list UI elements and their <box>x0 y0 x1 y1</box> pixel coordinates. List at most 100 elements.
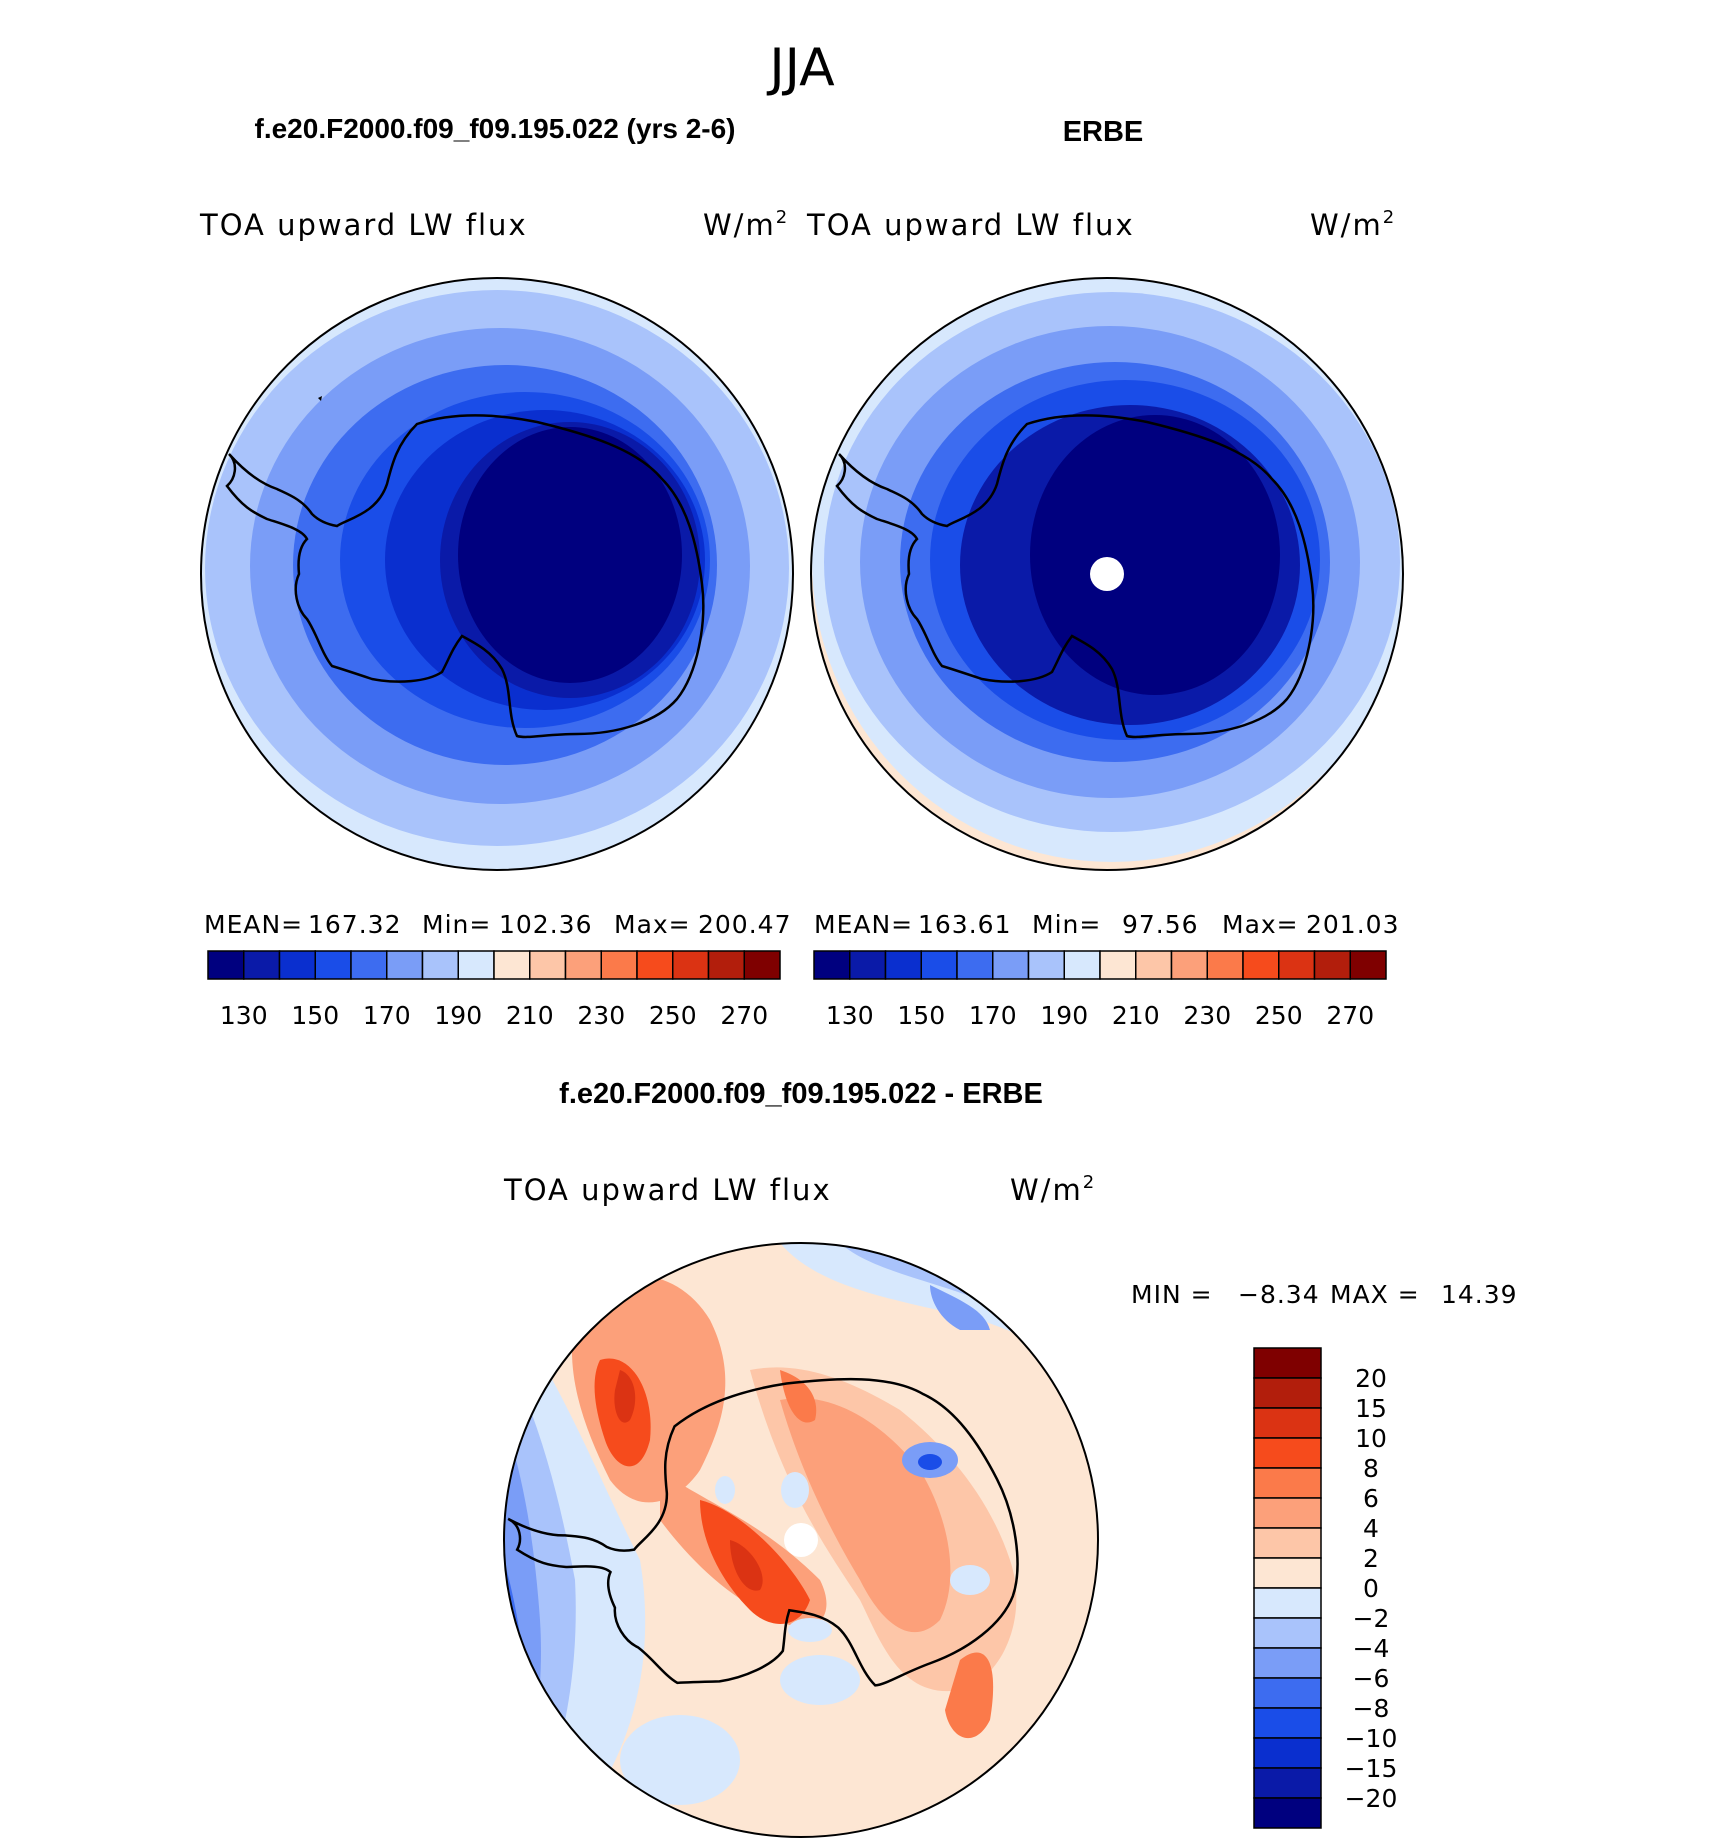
colorbar-swatch <box>1063 950 1101 980</box>
colorbar-tick-label: 250 <box>1255 1001 1303 1030</box>
model-colorbar <box>207 950 781 980</box>
colorbar-swatch <box>920 950 958 980</box>
colorbar-swatch <box>849 950 887 980</box>
colorbar-swatch <box>421 950 459 980</box>
model-min-value: 102.36 <box>499 910 592 939</box>
diff-max-label: MAX = <box>1330 1280 1420 1309</box>
colorbar-swatch <box>1135 950 1173 980</box>
colorbar-swatch <box>636 950 674 980</box>
colorbar-swatch <box>493 950 531 980</box>
obs-units-label: W/m2 <box>1310 207 1396 242</box>
colorbar-tick-label: 190 <box>434 1001 482 1030</box>
colorbar-tick-label: 4 <box>1363 1514 1379 1543</box>
season-title: JJA <box>766 38 835 98</box>
contour-band-15-20 <box>614 1370 636 1423</box>
model-units-label: W/m2 <box>703 207 789 242</box>
colorbar-tick-label: −8 <box>1353 1694 1390 1723</box>
colorbar-swatch <box>529 950 567 980</box>
colorbar-tick-label: 230 <box>577 1001 625 1030</box>
model-min-label: Min= <box>422 910 491 939</box>
colorbar-swatch <box>1253 1407 1322 1439</box>
obs-map-border <box>810 277 1404 871</box>
colorbar-tick-label: −4 <box>1353 1634 1390 1663</box>
colorbar-swatch <box>956 950 994 980</box>
colorbar-tick-label: 270 <box>720 1001 768 1030</box>
contour-band-neg2-0 <box>780 1655 860 1705</box>
model-max-value: 200.47 <box>698 910 791 939</box>
colorbar-tick-label: 170 <box>363 1001 411 1030</box>
colorbar-tick-label: −2 <box>1353 1604 1390 1633</box>
island <box>318 396 322 401</box>
obs-min-label: Min= <box>1032 910 1101 939</box>
colorbar-tick-label: 130 <box>826 1001 874 1030</box>
obs-polar-map <box>811 278 1403 870</box>
colorbar-swatch <box>1170 950 1208 980</box>
pole-hole <box>784 1523 818 1557</box>
model-stats: MEAN= 167.32 Min= 102.36 Max= 200.47 <box>204 910 791 939</box>
colorbar-tick-label: 230 <box>1183 1001 1231 1030</box>
colorbar-tick-label: −10 <box>1345 1724 1398 1753</box>
colorbar-swatch <box>207 950 245 980</box>
colorbar-swatch <box>1253 1617 1322 1649</box>
colorbar-swatch <box>992 950 1030 980</box>
colorbar-tick-label: 150 <box>897 1001 945 1030</box>
diff-min-value: −8.34 <box>1238 1280 1320 1309</box>
colorbar-swatch <box>278 950 316 980</box>
colorbar-swatch <box>1027 950 1065 980</box>
obs-mean-label: MEAN= <box>814 910 913 939</box>
contour-band-neg6-neg4 <box>930 1285 990 1330</box>
colorbar-swatch <box>1313 950 1351 980</box>
colorbar-swatch <box>884 950 922 980</box>
diff-min-label: MIN = <box>1131 1280 1213 1309</box>
colorbar-swatch <box>743 950 781 980</box>
pole-hole <box>1090 557 1124 591</box>
colorbar-swatch <box>1253 1707 1322 1739</box>
colorbar-swatch <box>564 950 602 980</box>
contour-band-neg2-0 <box>950 1565 990 1595</box>
colorbar-tick-label: 210 <box>1112 1001 1160 1030</box>
colorbar-tick-label: 130 <box>220 1001 268 1030</box>
colorbar-swatch <box>1253 1677 1322 1709</box>
colorbar-swatch <box>1253 1767 1322 1799</box>
colorbar-swatch <box>1253 1647 1322 1679</box>
colorbar-swatch <box>1253 1797 1322 1829</box>
model-max-label: Max= <box>614 910 691 939</box>
model-panel-title: f.e20.F2000.f09_f09.195.022 (yrs 2-6) <box>255 113 736 144</box>
model-polar-map <box>201 278 793 870</box>
diff-units-label: W/m2 <box>1010 1172 1096 1207</box>
contour-band-neg2-0 <box>788 1618 832 1642</box>
colorbar-swatch <box>1206 950 1244 980</box>
diff-map-border <box>503 1242 1099 1838</box>
colorbar-tick-label: 15 <box>1355 1394 1387 1423</box>
obs-mean-value: 163.61 <box>918 910 1011 939</box>
model-map-border <box>200 277 794 871</box>
colorbar-tick-label: 170 <box>969 1001 1017 1030</box>
colorbar-swatch <box>707 950 745 980</box>
colorbar-swatch <box>1253 1377 1322 1409</box>
colorbar-tick-label: 210 <box>506 1001 554 1030</box>
contour-band-neg2-0 <box>620 1715 740 1805</box>
obs-stats: MEAN= 163.61 Min= 97.56 Max= 201.03 <box>814 910 1399 939</box>
colorbar-swatch <box>1253 1557 1322 1589</box>
colorbar-tick-label: −20 <box>1345 1784 1398 1813</box>
colorbar-swatch <box>1253 1587 1322 1619</box>
model-mean-label: MEAN= <box>204 910 303 939</box>
colorbar-tick-label: 2 <box>1363 1544 1379 1573</box>
colorbar-tick-label: 0 <box>1363 1574 1379 1603</box>
colorbar-swatch <box>243 950 281 980</box>
contour-band-15-20 <box>730 1540 763 1591</box>
obs-min-value: 97.56 <box>1122 910 1199 939</box>
colorbar-swatch <box>457 950 495 980</box>
colorbar-tick-label: 6 <box>1363 1484 1379 1513</box>
colorbar-swatch <box>1253 1497 1322 1529</box>
diff-colorbar <box>1253 1347 1322 1829</box>
obs-max-label: Max= <box>1222 910 1299 939</box>
obs-colorbar-labels: 130 150 170 190 210 230 250 270 <box>826 1001 1374 1030</box>
obs-max-value: 201.03 <box>1306 910 1399 939</box>
colorbar-swatch <box>1278 950 1316 980</box>
diff-panel-title: f.e20.F2000.f09_f09.195.022 - ERBE <box>559 1078 1043 1110</box>
contour-band-neg2-0 <box>781 1472 809 1508</box>
contour-band-neg10-neg8 <box>918 1454 942 1470</box>
